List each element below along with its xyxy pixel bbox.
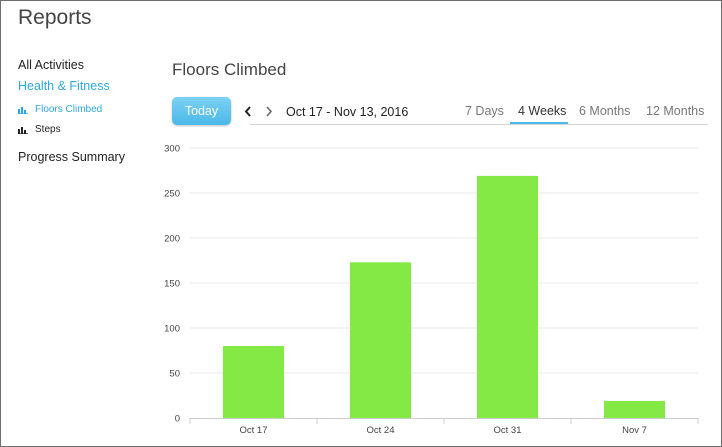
- y-tick-label: 250: [164, 189, 180, 200]
- bar-chart-icon: [18, 106, 28, 114]
- previous-period-button[interactable]: [242, 104, 254, 118]
- today-button[interactable]: Today: [172, 97, 231, 125]
- y-tick-label: 0: [175, 414, 180, 425]
- y-tick-label: 50: [169, 369, 180, 380]
- x-tick-label: Oct 24: [367, 425, 395, 436]
- tab-6-months[interactable]: 6 Months: [579, 104, 631, 118]
- tabs-divider: [250, 124, 708, 125]
- bar-oct-24: [350, 262, 411, 418]
- sidebar-item-progress-summary[interactable]: Progress Summary: [18, 150, 125, 164]
- bar-oct-31: [477, 175, 538, 418]
- tab-7-days[interactable]: 7 Days: [465, 104, 504, 118]
- sidebar-item-steps-label: Steps: [35, 124, 61, 135]
- chevron-left-icon: [244, 105, 251, 117]
- y-tick-label: 200: [164, 234, 180, 245]
- sidebar-item-health-fitness[interactable]: Health & Fitness: [18, 79, 110, 93]
- tab-12-months[interactable]: 12 Months: [646, 104, 705, 118]
- sidebar-item-steps[interactable]: Steps: [18, 124, 61, 135]
- bar-oct-17: [223, 346, 284, 418]
- bar-chart-icon: [18, 126, 28, 134]
- y-tick-label: 300: [164, 144, 180, 155]
- sidebar-item-floors-climbed[interactable]: Floors Climbed: [18, 104, 102, 115]
- x-tick-label: Oct 31: [494, 425, 522, 436]
- chevron-right-icon: [266, 105, 273, 117]
- x-tick-label: Nov 7: [622, 425, 647, 436]
- next-period-button[interactable]: [263, 104, 275, 118]
- x-tick-label: Oct 17: [240, 425, 268, 436]
- date-range-label: Oct 17 - Nov 13, 2016: [286, 105, 409, 119]
- active-tab-indicator: [510, 122, 568, 124]
- sidebar-item-floors-climbed-label: Floors Climbed: [35, 104, 103, 115]
- y-tick-label: 150: [164, 279, 180, 290]
- page-title: Floors Climbed: [172, 60, 287, 79]
- sidebar-item-all-activities[interactable]: All Activities: [18, 58, 84, 72]
- tab-4-weeks[interactable]: 4 Weeks: [518, 104, 567, 118]
- bar-nov-7: [604, 400, 665, 418]
- app-title: Reports: [18, 6, 92, 29]
- y-tick-label: 100: [164, 324, 180, 335]
